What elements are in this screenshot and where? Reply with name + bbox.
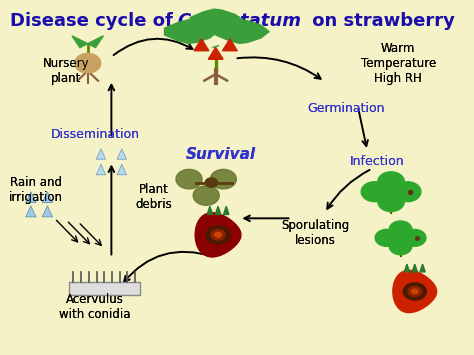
Polygon shape (164, 20, 218, 43)
Text: Plant
debris: Plant debris (136, 183, 173, 211)
FancyBboxPatch shape (69, 282, 140, 295)
Text: Acervulus
with conidia: Acervulus with conidia (59, 293, 130, 321)
Circle shape (361, 182, 388, 202)
Polygon shape (42, 206, 53, 217)
Circle shape (176, 169, 202, 189)
Text: Survival: Survival (185, 147, 255, 162)
Polygon shape (207, 206, 212, 214)
Text: Infection: Infection (349, 155, 404, 168)
Circle shape (378, 192, 404, 212)
Polygon shape (216, 20, 269, 43)
Polygon shape (96, 164, 106, 175)
Circle shape (375, 229, 398, 246)
Text: Rain and
irrigation: Rain and irrigation (9, 176, 63, 204)
Polygon shape (96, 149, 106, 159)
Polygon shape (88, 36, 103, 48)
Polygon shape (194, 39, 209, 51)
Text: Survival: Survival (185, 147, 255, 162)
Polygon shape (117, 164, 127, 175)
Polygon shape (26, 192, 36, 203)
Text: Nursery
plant: Nursery plant (43, 57, 90, 85)
Polygon shape (26, 206, 36, 217)
Circle shape (193, 186, 219, 205)
Polygon shape (420, 264, 425, 272)
Text: Rain and
irrigation: Rain and irrigation (9, 176, 63, 204)
Circle shape (389, 221, 412, 238)
Circle shape (215, 233, 221, 237)
Circle shape (403, 283, 426, 300)
Circle shape (206, 226, 230, 244)
Text: Plant
debris: Plant debris (136, 183, 173, 211)
Polygon shape (224, 206, 229, 214)
Polygon shape (208, 47, 223, 59)
Polygon shape (404, 264, 410, 272)
Text: Warm
Temperature
High RH: Warm Temperature High RH (361, 42, 436, 86)
Text: Sporulating
lesions: Sporulating lesions (281, 219, 349, 246)
Text: Acervulus
with conidia: Acervulus with conidia (59, 293, 130, 321)
Polygon shape (117, 149, 127, 159)
Text: Germination: Germination (307, 102, 385, 115)
Text: on strawberry: on strawberry (306, 12, 455, 31)
Text: Dissemination: Dissemination (50, 129, 139, 141)
Polygon shape (42, 192, 53, 203)
Text: Sporulating
lesions: Sporulating lesions (281, 219, 349, 246)
Polygon shape (190, 9, 244, 33)
Polygon shape (222, 39, 237, 51)
Text: Dissemination: Dissemination (50, 129, 139, 141)
Circle shape (205, 178, 218, 187)
Circle shape (210, 169, 237, 189)
Text: Infection: Infection (349, 155, 404, 168)
Polygon shape (72, 36, 88, 48)
Text: C. acutatum: C. acutatum (178, 12, 301, 31)
Polygon shape (393, 271, 437, 312)
Circle shape (378, 172, 404, 192)
Circle shape (394, 182, 421, 202)
Polygon shape (195, 213, 241, 257)
Text: Germination: Germination (307, 102, 385, 115)
Circle shape (403, 229, 426, 246)
Text: Warm
Temperature
High RH: Warm Temperature High RH (361, 42, 436, 86)
Circle shape (211, 230, 225, 240)
Polygon shape (412, 264, 417, 272)
Text: Disease cycle of: Disease cycle of (10, 12, 180, 31)
Circle shape (411, 289, 418, 294)
Polygon shape (215, 206, 221, 214)
Circle shape (75, 53, 100, 73)
Text: Nursery
plant: Nursery plant (43, 57, 90, 85)
Circle shape (389, 238, 412, 255)
Circle shape (408, 286, 421, 296)
